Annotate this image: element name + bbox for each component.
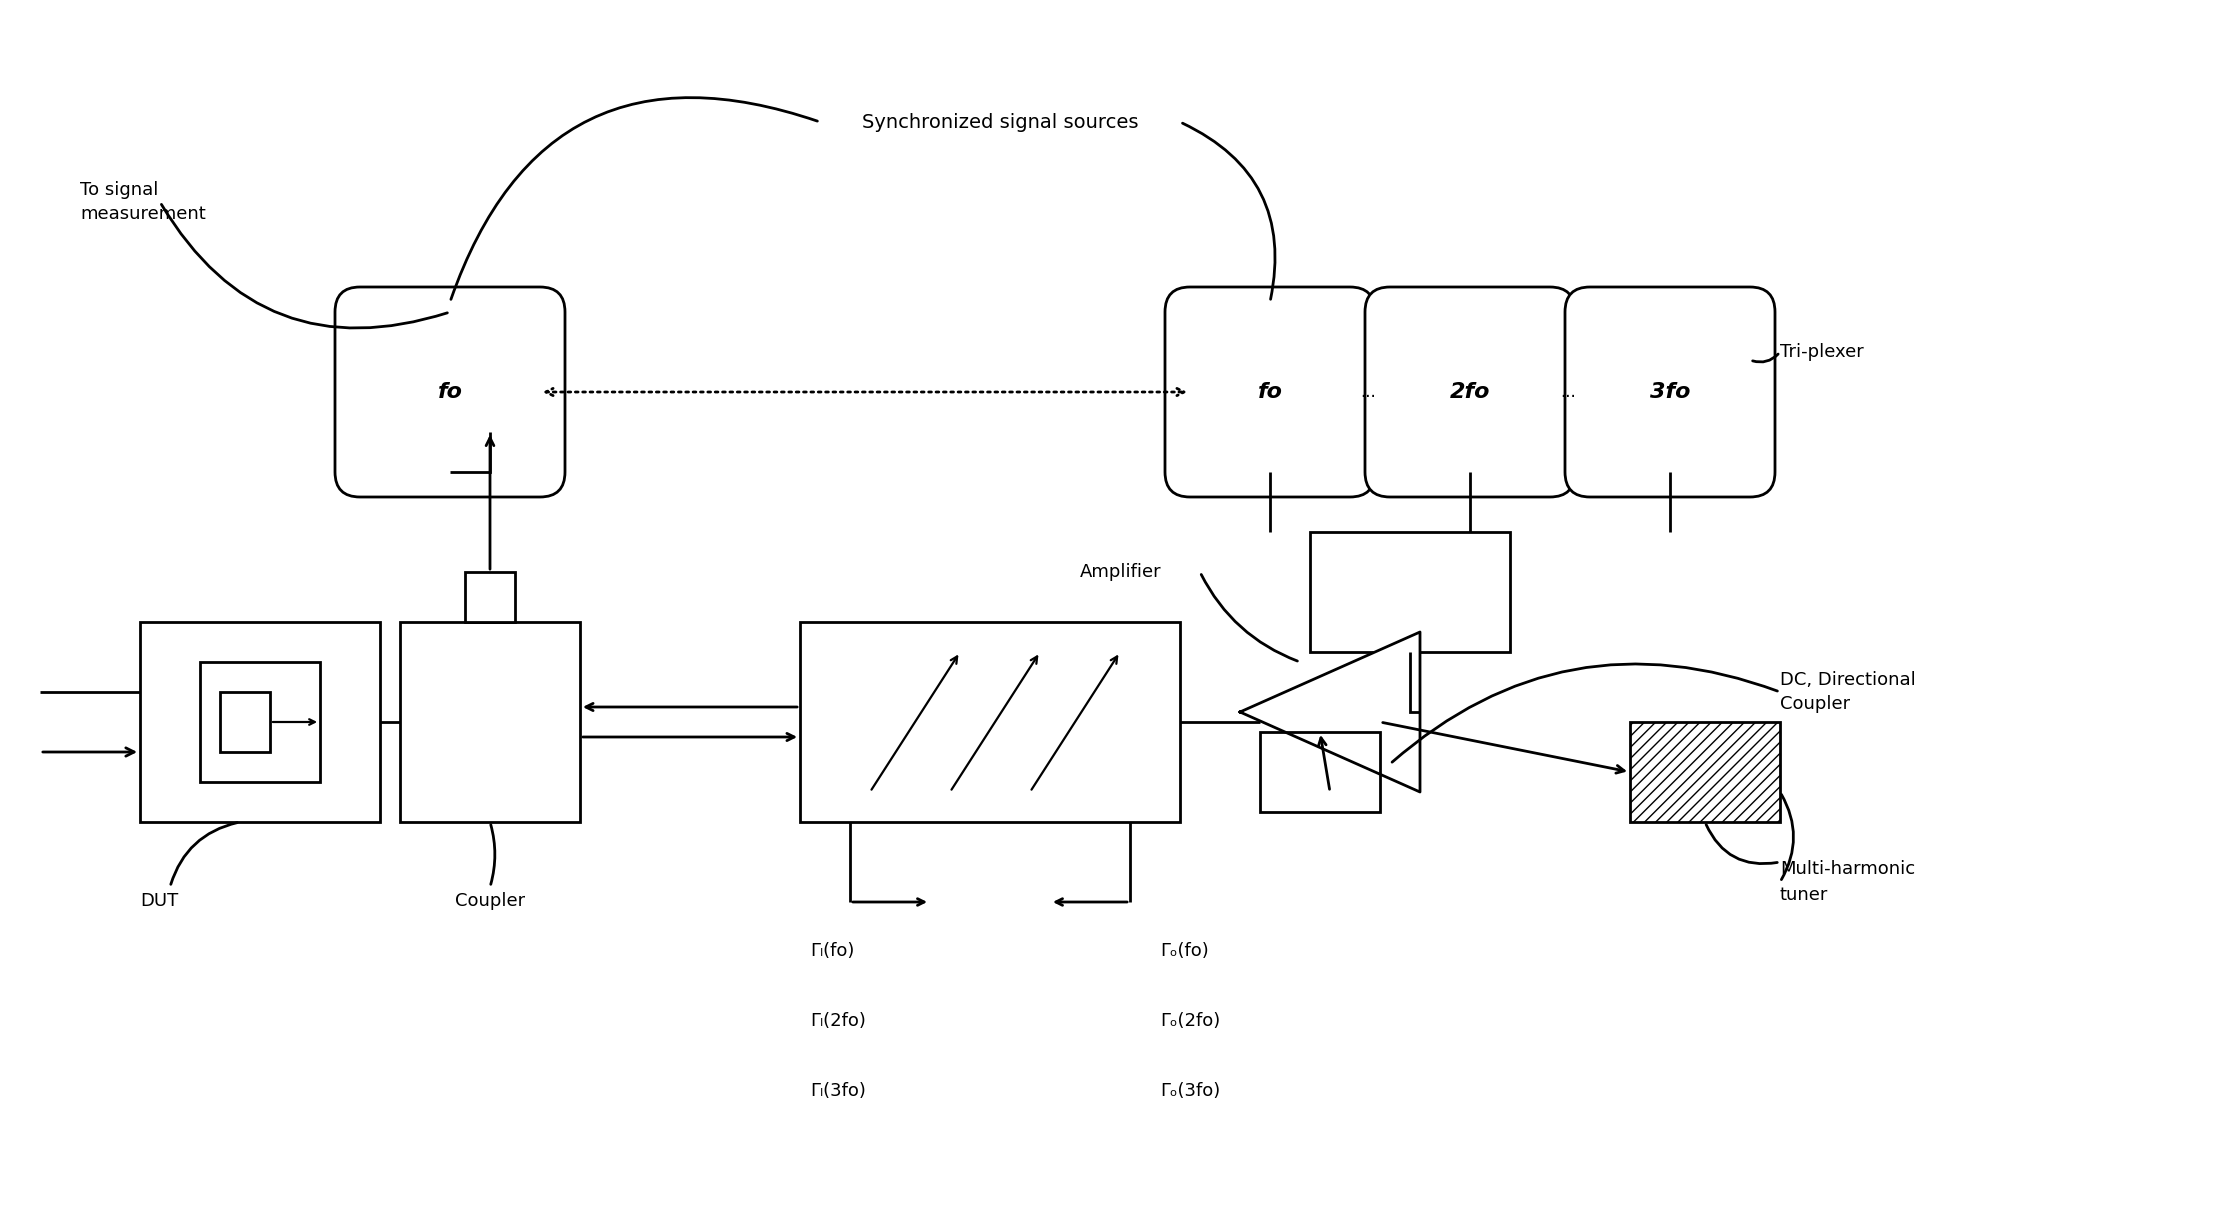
Bar — [1310, 532, 1510, 652]
Text: Amplifier: Amplifier — [1080, 564, 1163, 581]
Text: To signal
measurement: To signal measurement — [81, 182, 206, 223]
Bar — [800, 622, 1180, 822]
Text: Multi-harmonic
tuner: Multi-harmonic tuner — [1781, 861, 1915, 903]
Text: fo: fo — [1257, 382, 1284, 402]
Text: ...: ... — [1360, 383, 1375, 401]
Polygon shape — [1241, 631, 1420, 791]
Bar — [466, 572, 515, 622]
Text: 3fo: 3fo — [1651, 382, 1691, 402]
Text: Γₒ(fo): Γₒ(fo) — [1160, 942, 1210, 960]
Bar — [220, 692, 271, 751]
Text: 2fo: 2fo — [1449, 382, 1490, 402]
Text: Γₗ(fo): Γₗ(fo) — [811, 942, 853, 960]
Bar — [1631, 722, 1781, 822]
Bar — [401, 622, 580, 822]
Text: Γₒ(2fo): Γₒ(2fo) — [1160, 1012, 1221, 1030]
Text: Tri-plexer: Tri-plexer — [1781, 343, 1864, 361]
Text: DC, Directional
Coupler: DC, Directional Coupler — [1781, 671, 1915, 713]
Bar — [139, 622, 381, 822]
FancyBboxPatch shape — [1566, 287, 1774, 497]
FancyBboxPatch shape — [336, 287, 564, 497]
Text: Γₗ(2fo): Γₗ(2fo) — [811, 1012, 867, 1030]
Text: ...: ... — [1559, 383, 1575, 401]
Text: DUT: DUT — [139, 892, 179, 910]
Text: Γₗ(3fo): Γₗ(3fo) — [811, 1082, 867, 1100]
Text: Coupler: Coupler — [455, 892, 524, 910]
Text: Γₒ(3fo): Γₒ(3fo) — [1160, 1082, 1221, 1100]
Bar — [199, 662, 320, 782]
Text: fo: fo — [437, 382, 461, 402]
Bar — [1259, 732, 1380, 812]
FancyBboxPatch shape — [1165, 287, 1375, 497]
Text: Synchronized signal sources: Synchronized signal sources — [862, 113, 1138, 131]
FancyBboxPatch shape — [1364, 287, 1575, 497]
